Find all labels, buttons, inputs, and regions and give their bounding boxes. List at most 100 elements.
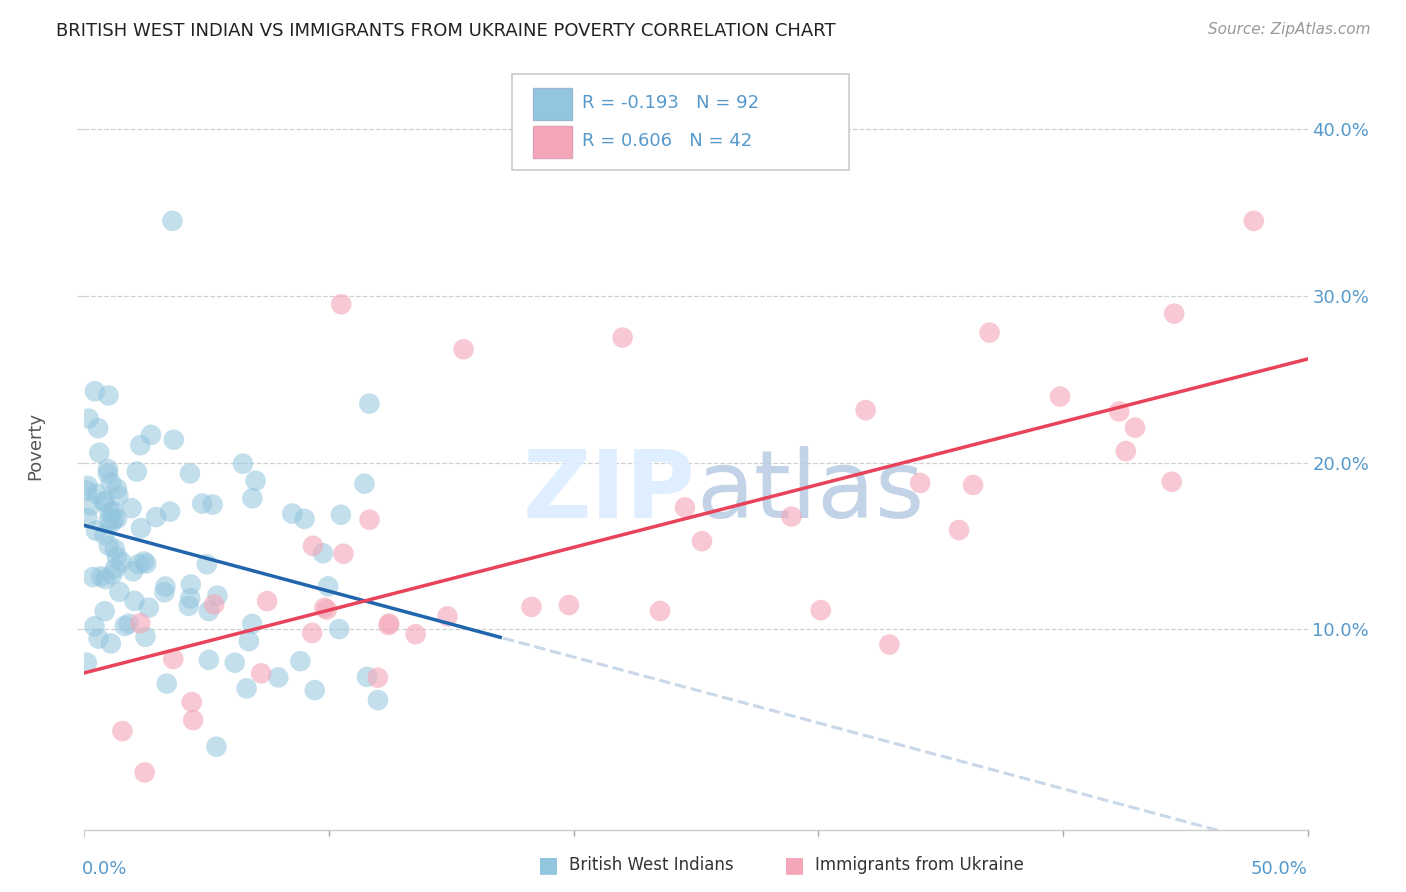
Text: BRITISH WEST INDIAN VS IMMIGRANTS FROM UKRAINE POVERTY CORRELATION CHART: BRITISH WEST INDIAN VS IMMIGRANTS FROM U… — [56, 22, 835, 40]
Point — [301, 626, 323, 640]
Point — [329, 508, 352, 522]
Point — [134, 630, 156, 644]
Point — [235, 681, 257, 696]
Point — [93, 528, 115, 542]
Point — [159, 505, 181, 519]
Point — [948, 523, 970, 537]
Point — [1115, 444, 1137, 458]
Point — [281, 507, 304, 521]
Point — [378, 616, 401, 631]
Point — [238, 634, 260, 648]
Point — [302, 539, 325, 553]
Point — [316, 579, 339, 593]
Point — [612, 330, 634, 344]
Point — [107, 489, 129, 503]
Point — [177, 599, 200, 613]
Point — [879, 638, 901, 652]
Text: 0.0%: 0.0% — [82, 860, 128, 878]
Point — [93, 494, 115, 508]
Point — [648, 604, 671, 618]
Point — [124, 594, 146, 608]
Point — [155, 579, 177, 593]
Point — [84, 384, 107, 399]
Point — [93, 604, 115, 618]
Point — [135, 557, 157, 571]
Point — [180, 577, 202, 591]
Point — [132, 554, 155, 568]
Point — [86, 486, 108, 500]
Point — [105, 549, 128, 564]
Point — [153, 585, 176, 599]
Point — [97, 514, 120, 528]
Point — [179, 591, 201, 606]
Point — [162, 652, 184, 666]
Point — [198, 604, 221, 618]
Point — [103, 512, 125, 526]
Point — [87, 421, 110, 435]
Point — [105, 482, 128, 496]
Point — [76, 483, 98, 498]
Point — [359, 513, 381, 527]
Point — [1108, 404, 1130, 418]
Point — [108, 584, 131, 599]
Point — [979, 326, 1001, 340]
Point — [180, 695, 202, 709]
Point — [224, 656, 246, 670]
Point — [87, 632, 110, 646]
Point — [94, 494, 117, 508]
Point — [129, 616, 152, 631]
Point — [240, 616, 263, 631]
Point — [162, 214, 184, 228]
Point — [76, 479, 98, 493]
Point — [76, 656, 98, 670]
Point — [156, 676, 179, 690]
Point — [128, 557, 150, 571]
Point — [77, 411, 100, 425]
Point — [82, 570, 104, 584]
Text: Source: ZipAtlas.com: Source: ZipAtlas.com — [1208, 22, 1371, 37]
Point — [111, 724, 134, 739]
Point — [367, 693, 389, 707]
Point — [114, 619, 136, 633]
Point — [453, 343, 475, 357]
Point — [962, 478, 984, 492]
Point — [191, 497, 214, 511]
Point — [125, 465, 148, 479]
Point — [207, 589, 229, 603]
Point — [558, 598, 581, 612]
Text: ■: ■ — [785, 855, 804, 875]
Point — [1243, 214, 1265, 228]
Point — [129, 521, 152, 535]
Point — [97, 467, 120, 481]
Point — [201, 498, 224, 512]
Point — [290, 654, 312, 668]
Point — [90, 569, 112, 583]
Point — [163, 433, 186, 447]
Point — [104, 561, 127, 575]
Point — [1160, 475, 1182, 489]
Point — [202, 598, 225, 612]
Point — [256, 594, 278, 608]
Text: Poverty: Poverty — [27, 412, 45, 480]
Point — [118, 616, 141, 631]
Point — [97, 388, 120, 402]
Point — [83, 619, 105, 633]
Point — [145, 510, 167, 524]
Point — [332, 547, 354, 561]
Point — [101, 504, 124, 518]
Point — [673, 500, 696, 515]
Point — [242, 491, 264, 506]
Point — [97, 462, 120, 476]
Text: ■: ■ — [538, 855, 558, 875]
Point — [232, 457, 254, 471]
Point — [353, 476, 375, 491]
Point — [690, 534, 713, 549]
Point — [315, 602, 337, 616]
Point — [245, 474, 267, 488]
Point — [94, 572, 117, 586]
Point — [405, 627, 427, 641]
Point — [129, 438, 152, 452]
Point — [105, 511, 128, 525]
Point — [100, 636, 122, 650]
FancyBboxPatch shape — [513, 74, 849, 169]
